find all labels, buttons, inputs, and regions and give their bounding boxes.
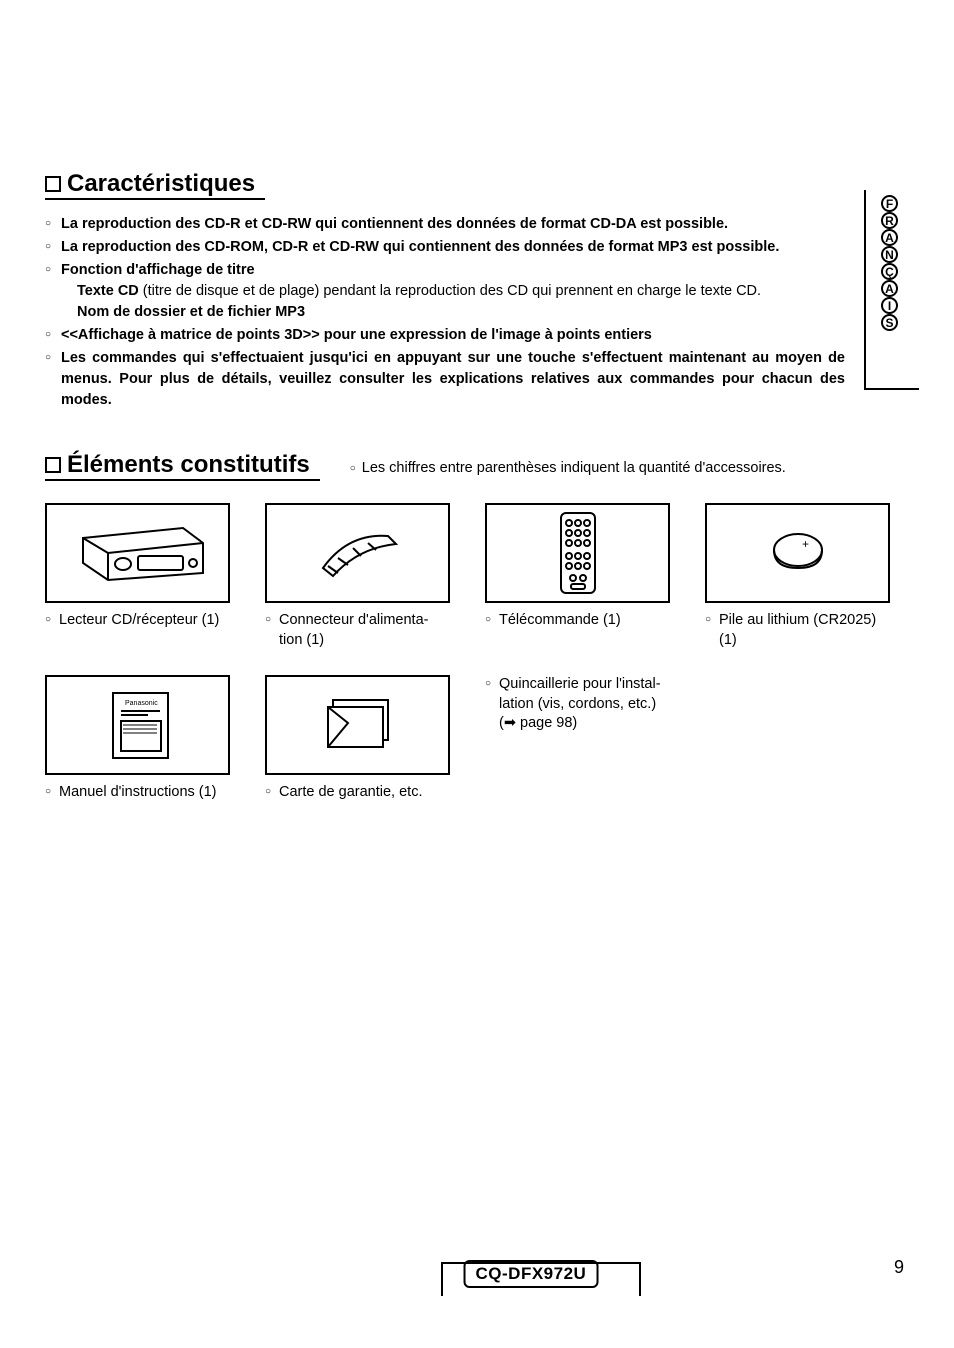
feature-sub: Nom de dossier et de fichier MP3 [61, 302, 845, 323]
receiver-icon [45, 503, 230, 603]
item-label: Télécommande (1) [485, 611, 670, 631]
item-label: Carte de garantie, etc. [265, 783, 450, 803]
svg-text:Panasonic: Panasonic [125, 700, 158, 707]
battery-icon: + [705, 503, 890, 603]
item-receiver: Lecteur CD/récepteur (1) [45, 503, 230, 650]
characteristics-title-text: Caractéristiques [67, 170, 255, 197]
item-hardware: Quincaillerie pour l'instal- lation (vis… [485, 675, 685, 803]
characteristics-list: La reproduction des CD-R et CD-RW qui co… [45, 214, 845, 411]
warranty-icon [265, 675, 450, 775]
item-label: Lecteur CD/récepteur (1) [45, 611, 230, 631]
feature-item: Fonction d'affichage de titre Texte CD (… [45, 260, 845, 323]
item-warranty: Carte de garantie, etc. [265, 675, 450, 803]
item-connector: Connecteur d'alimenta- tion (1) [265, 503, 450, 650]
language-tab: FRANÇAIS [864, 190, 919, 390]
remote-icon [485, 503, 670, 603]
item-remote: Télécommande (1) [485, 503, 670, 650]
components-grid: Lecteur CD/récepteur (1) Connecteur d'al… [45, 503, 905, 803]
components-note: Les chiffres entre parenthèses indiquent… [350, 460, 786, 476]
item-battery: + Pile au lithium (CR2025) (1) [705, 503, 890, 650]
item-label: Pile au lithium (CR2025) (1) [705, 611, 890, 650]
feature-sub: Texte CD (titre de disque et de plage) p… [61, 281, 845, 302]
section-components-title: Éléments constitutifs [45, 451, 320, 481]
manual-icon: Panasonic [45, 675, 230, 775]
connector-icon [265, 503, 450, 603]
feature-item: La reproduction des CD-R et CD-RW qui co… [45, 214, 845, 235]
sub-bold: Texte CD [77, 283, 139, 299]
item-label: Connecteur d'alimenta- tion (1) [265, 611, 450, 650]
item-manual: Panasonic Manuel d'instructions (1) [45, 675, 230, 803]
feature-item: La reproduction des CD-ROM, CD-R et CD-R… [45, 237, 845, 258]
page-number: 9 [894, 1257, 904, 1278]
section-characteristics-title: Caractéristiques [45, 170, 265, 200]
feature-item: <<Affichage à matrice de points 3D>> pou… [45, 325, 845, 346]
sub-rest: (titre de disque et de plage) pendant la… [139, 283, 761, 299]
feature-bold: Fonction d'affichage de titre [61, 262, 255, 278]
components-title-text: Éléments constitutifs [67, 451, 310, 478]
checkbox-icon [45, 176, 61, 192]
model-badge: CQ-DFX972U [464, 1260, 599, 1288]
checkbox-icon [45, 457, 61, 473]
feature-item: Les commandes qui s'effectuaient jusqu'i… [45, 348, 845, 411]
svg-text:+: + [802, 537, 809, 551]
language-tab-text: FRANÇAIS [881, 195, 898, 331]
item-label: Quincaillerie pour l'instal- lation (vis… [485, 675, 685, 734]
item-label: Manuel d'instructions (1) [45, 783, 230, 803]
